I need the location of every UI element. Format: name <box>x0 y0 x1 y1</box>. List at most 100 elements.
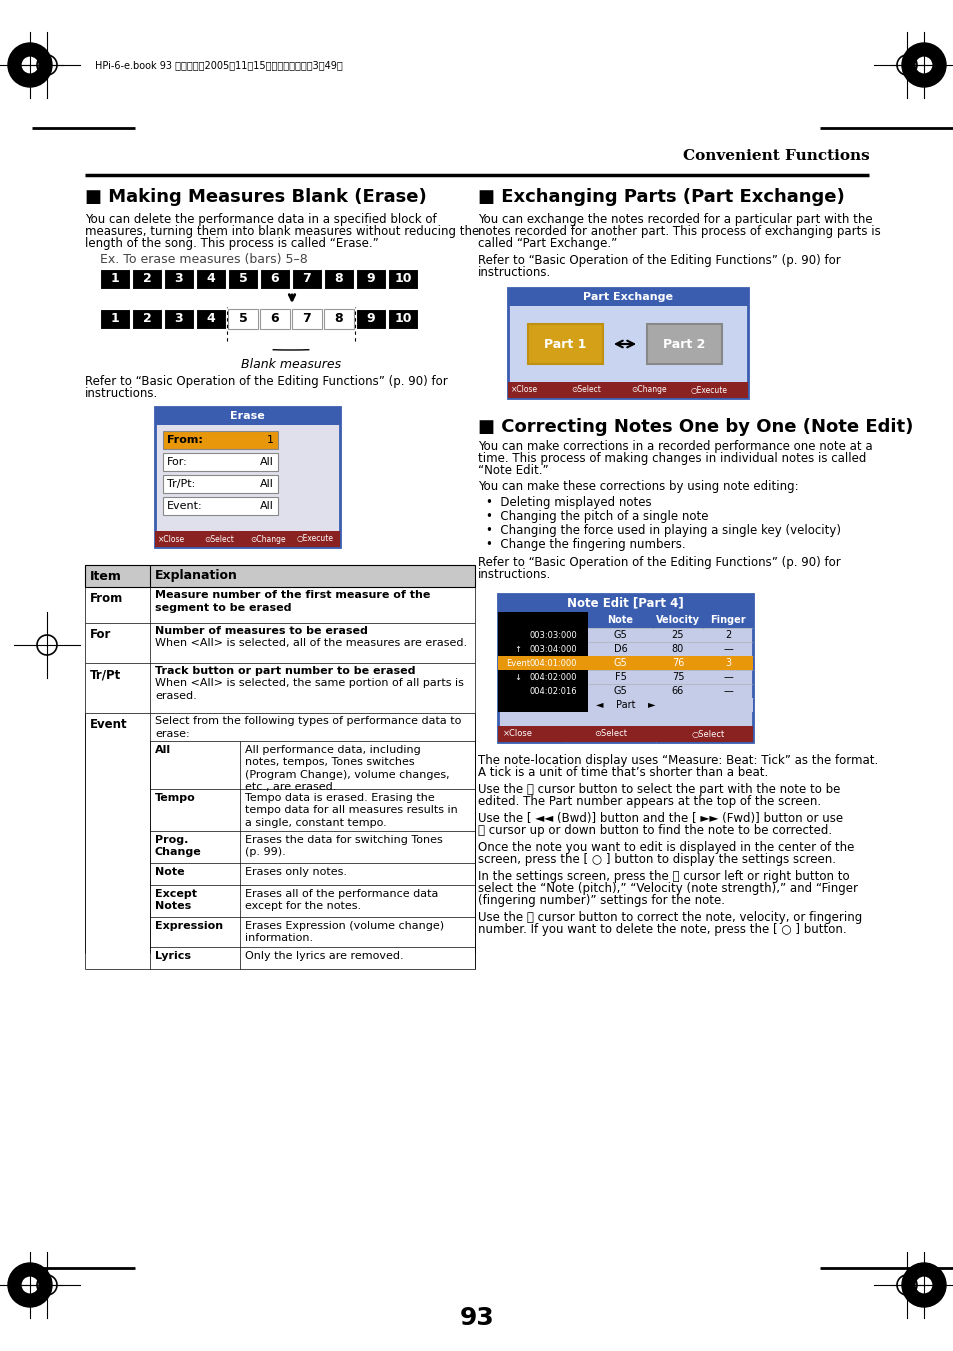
Text: ⊙Select: ⊙Select <box>571 385 600 394</box>
Text: ◄    Part    ►: ◄ Part ► <box>595 700 655 711</box>
FancyBboxPatch shape <box>132 269 162 289</box>
Text: ⓢ cursor up or down button to find the note to be corrected.: ⓢ cursor up or down button to find the n… <box>477 824 831 838</box>
Text: 66: 66 <box>671 686 683 696</box>
Circle shape <box>901 1263 945 1306</box>
Text: Erase: Erase <box>230 411 265 422</box>
Text: HPi-6-e.book 93 ページ゠　2005年11月15日゠火曜日゠午後3時49分: HPi-6-e.book 93 ページ゠ 2005年11月15日゠火曜日゠午後3… <box>95 59 342 70</box>
Text: Track button or part number to be erased: Track button or part number to be erased <box>154 666 416 676</box>
FancyBboxPatch shape <box>163 431 277 449</box>
Text: Only the lyrics are removed.: Only the lyrics are removed. <box>245 951 403 961</box>
Text: Event: Event <box>505 658 530 667</box>
Text: 1: 1 <box>111 312 119 326</box>
Text: Refer to “Basic Operation of the Editing Functions” (p. 90) for: Refer to “Basic Operation of the Editing… <box>477 557 840 569</box>
Text: 9: 9 <box>366 312 375 326</box>
Circle shape <box>8 1263 52 1306</box>
FancyBboxPatch shape <box>163 453 277 471</box>
Text: number. If you want to delete the note, press the [ ○ ] button.: number. If you want to delete the note, … <box>477 923 845 936</box>
Text: ⊙Change: ⊙Change <box>251 535 286 543</box>
Text: Use the [ ◄◄ (Bwd)] button and the [ ►► (Fwd)] button or use: Use the [ ◄◄ (Bwd)] button and the [ ►► … <box>477 812 842 825</box>
FancyBboxPatch shape <box>355 309 386 330</box>
Text: instructions.: instructions. <box>477 567 551 581</box>
FancyBboxPatch shape <box>154 407 339 426</box>
FancyBboxPatch shape <box>587 612 652 628</box>
Text: 10: 10 <box>394 273 412 285</box>
FancyBboxPatch shape <box>587 698 752 712</box>
Text: Velocity: Velocity <box>656 615 700 626</box>
Text: All performance data, including
notes, tempos, Tones switches
(Program Change), : All performance data, including notes, t… <box>245 744 449 792</box>
Text: Use the ⓢ cursor button to select the part with the note to be: Use the ⓢ cursor button to select the pa… <box>477 784 840 796</box>
Text: G5: G5 <box>613 686 627 696</box>
Text: notes recorded for another part. This process of exchanging parts is: notes recorded for another part. This pr… <box>477 226 880 238</box>
Text: Erases all of the performance data
except for the notes.: Erases all of the performance data excep… <box>245 889 438 912</box>
Text: ⊙Select: ⊙Select <box>594 730 627 739</box>
Text: The note-location display uses “Measure: Beat: Tick” as the format.: The note-location display uses “Measure:… <box>477 754 878 767</box>
Text: In the settings screen, press the ⓢ cursor left or right button to: In the settings screen, press the ⓢ curs… <box>477 870 849 884</box>
FancyBboxPatch shape <box>507 288 747 399</box>
Circle shape <box>901 43 945 86</box>
Text: Note Edit [Part 4]: Note Edit [Part 4] <box>566 597 683 609</box>
Text: 25: 25 <box>671 630 683 640</box>
Text: Part Exchange: Part Exchange <box>582 292 672 303</box>
Text: Except
Notes: Except Notes <box>154 889 196 912</box>
Text: Use the ⓢ cursor button to correct the note, velocity, or fingering: Use the ⓢ cursor button to correct the n… <box>477 911 862 924</box>
FancyBboxPatch shape <box>195 269 226 289</box>
Text: ○Select: ○Select <box>691 730 724 739</box>
FancyBboxPatch shape <box>228 269 257 289</box>
Text: Item: Item <box>90 570 122 582</box>
Text: All: All <box>260 457 274 467</box>
Text: called “Part Exchange.”: called “Part Exchange.” <box>477 236 617 250</box>
Text: 4: 4 <box>207 273 215 285</box>
FancyBboxPatch shape <box>497 657 752 670</box>
Text: length of the song. This process is called “Erase.”: length of the song. This process is call… <box>85 236 378 250</box>
FancyBboxPatch shape <box>164 269 193 289</box>
Text: 5: 5 <box>238 312 247 326</box>
Text: Finger: Finger <box>709 615 745 626</box>
FancyBboxPatch shape <box>228 309 257 330</box>
Text: Note: Note <box>607 615 633 626</box>
Text: All: All <box>260 501 274 511</box>
Circle shape <box>915 57 931 73</box>
Text: 3: 3 <box>174 312 183 326</box>
Text: 80: 80 <box>671 644 683 654</box>
Circle shape <box>22 1277 38 1293</box>
Text: Part 2: Part 2 <box>662 338 705 350</box>
FancyBboxPatch shape <box>497 725 565 742</box>
Text: Blank measures: Blank measures <box>241 358 341 372</box>
Text: Note: Note <box>154 867 185 877</box>
FancyBboxPatch shape <box>355 269 386 289</box>
Text: ⊙Change: ⊙Change <box>630 385 666 394</box>
Text: Number of measures to be erased: Number of measures to be erased <box>154 626 368 636</box>
Text: For:: For: <box>167 457 188 467</box>
Circle shape <box>915 1277 931 1293</box>
Text: Part 1: Part 1 <box>544 338 586 350</box>
Text: A tick is a unit of time that’s shorter than a beat.: A tick is a unit of time that’s shorter … <box>477 766 767 780</box>
Text: 3: 3 <box>174 273 183 285</box>
FancyBboxPatch shape <box>100 269 130 289</box>
Text: ×Close: ×Close <box>502 730 533 739</box>
Text: ↑: ↑ <box>514 644 521 654</box>
FancyBboxPatch shape <box>497 612 587 628</box>
FancyBboxPatch shape <box>260 309 290 330</box>
Text: Refer to “Basic Operation of the Editing Functions” (p. 90) for: Refer to “Basic Operation of the Editing… <box>477 254 840 267</box>
Text: From: From <box>90 592 123 605</box>
Text: Select from the following types of performance data to
erase:: Select from the following types of perfo… <box>154 716 461 739</box>
FancyBboxPatch shape <box>100 309 130 330</box>
Text: 6: 6 <box>271 312 279 326</box>
Text: 10: 10 <box>394 312 412 326</box>
Text: •  Deleting misplayed notes: • Deleting misplayed notes <box>485 496 651 509</box>
Text: •  Change the fingering numbers.: • Change the fingering numbers. <box>485 538 685 551</box>
FancyBboxPatch shape <box>497 684 587 698</box>
Text: ○Execute: ○Execute <box>690 385 727 394</box>
Text: Erases only notes.: Erases only notes. <box>245 867 347 877</box>
Text: instructions.: instructions. <box>477 266 551 280</box>
Text: —: — <box>722 644 732 654</box>
Text: Convenient Functions: Convenient Functions <box>682 149 869 163</box>
Text: Prog.
Change: Prog. Change <box>154 835 201 858</box>
Text: 003:03:000: 003:03:000 <box>529 631 577 639</box>
Text: All: All <box>260 480 274 489</box>
Text: Ex. To erase measures (bars) 5–8: Ex. To erase measures (bars) 5–8 <box>100 253 308 266</box>
Text: edited. The Part number appears at the top of the screen.: edited. The Part number appears at the t… <box>477 794 821 808</box>
Text: G5: G5 <box>613 630 627 640</box>
Text: Lyrics: Lyrics <box>154 951 191 961</box>
Text: “Note Edit.”: “Note Edit.” <box>477 463 548 477</box>
